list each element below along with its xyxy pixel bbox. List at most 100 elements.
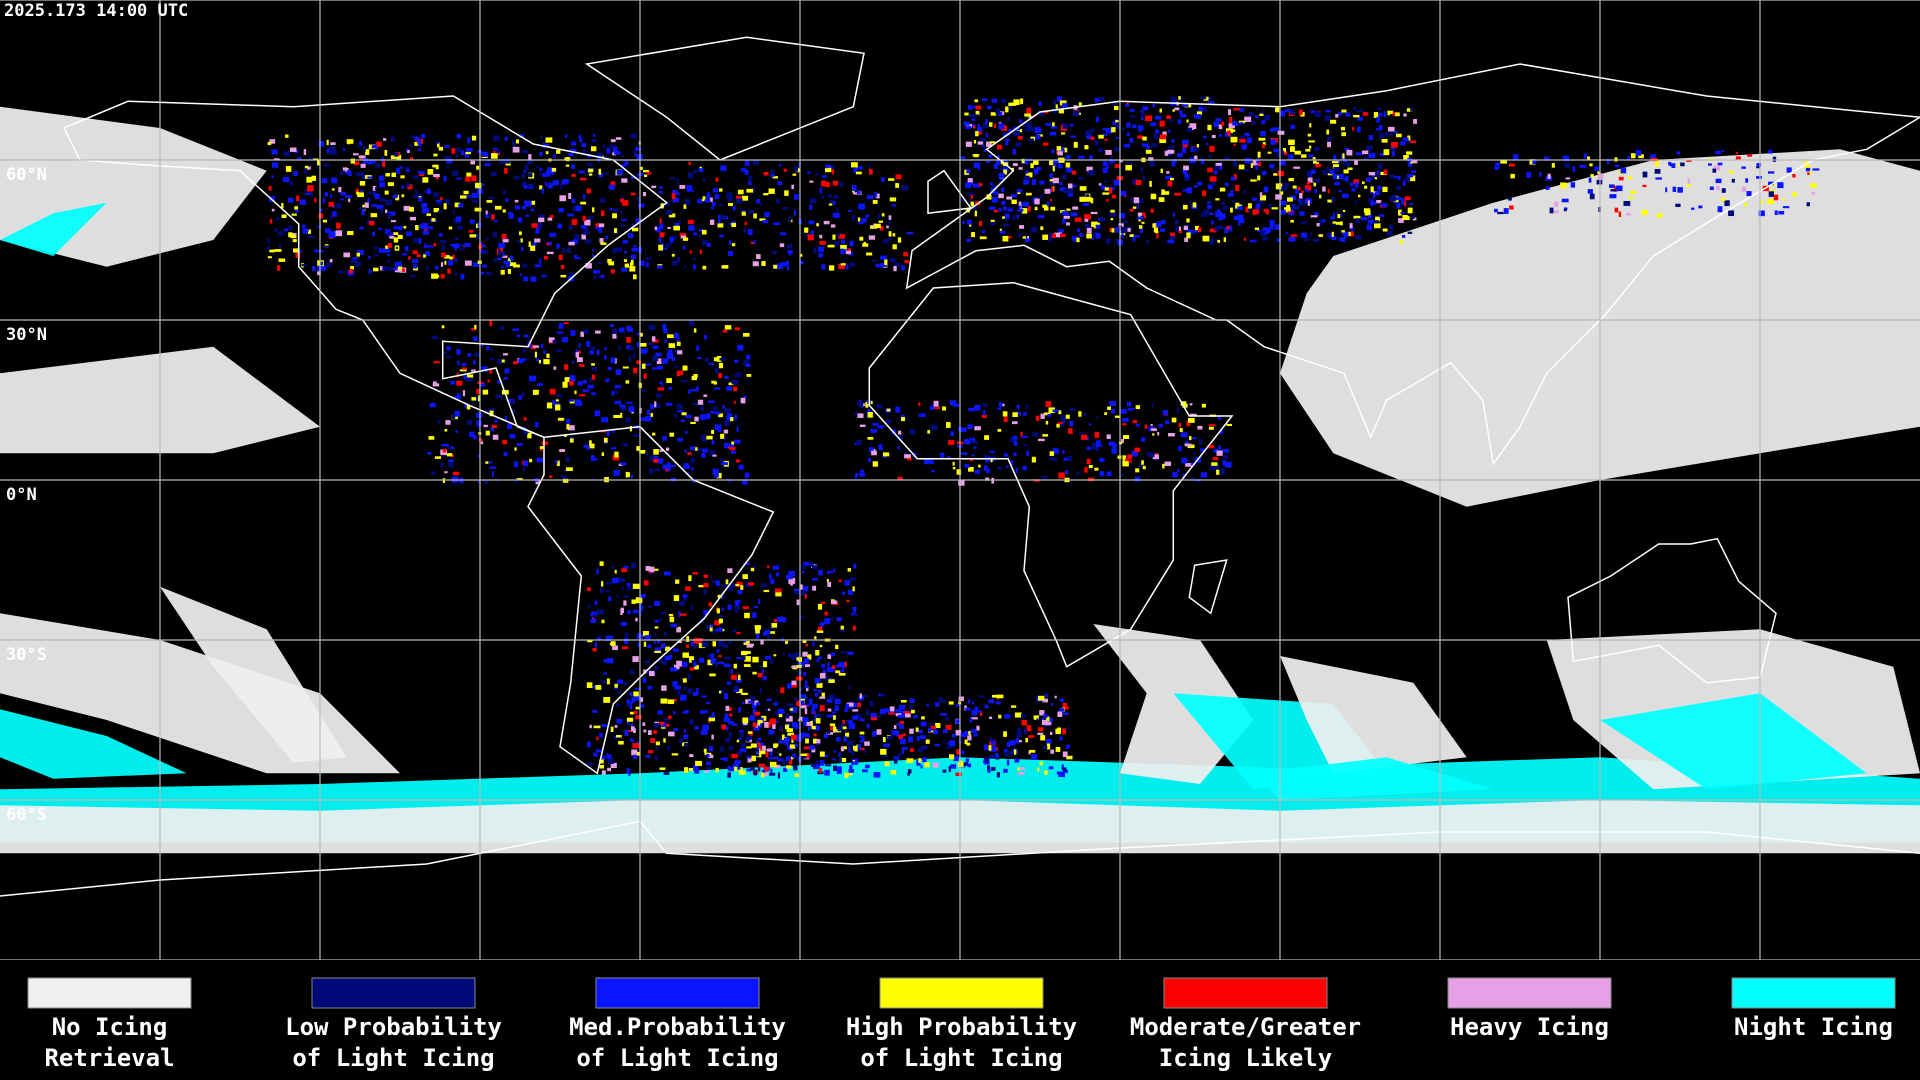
icing-speck xyxy=(645,451,649,455)
icing-speck xyxy=(595,152,603,156)
icing-speck xyxy=(961,197,964,202)
icing-speck xyxy=(892,244,897,250)
icing-speck xyxy=(779,737,782,741)
icing-speck xyxy=(828,194,833,198)
icing-speck xyxy=(653,449,659,455)
icing-speck xyxy=(1111,228,1115,233)
icing-speck xyxy=(652,345,659,350)
icing-speck xyxy=(1185,463,1192,467)
icing-speck xyxy=(918,402,921,406)
icing-speck xyxy=(1146,239,1149,244)
icing-speck xyxy=(726,681,731,685)
icing-speck xyxy=(743,227,747,234)
icing-speck xyxy=(1129,115,1136,118)
icing-speck xyxy=(417,140,422,147)
icing-speck xyxy=(1221,121,1225,126)
icing-speck xyxy=(357,250,364,256)
icing-speck xyxy=(378,248,385,253)
icing-speck xyxy=(691,375,697,381)
icing-speck xyxy=(626,345,632,350)
icing-speck xyxy=(724,408,732,413)
icing-speck xyxy=(880,709,887,715)
icing-speck xyxy=(624,263,629,268)
icing-speck xyxy=(834,240,840,247)
icing-speck xyxy=(857,702,861,708)
icing-speck xyxy=(1013,440,1018,447)
icing-speck xyxy=(572,239,578,245)
icing-speck xyxy=(780,616,784,622)
icing-speck xyxy=(553,154,556,159)
icing-speck xyxy=(598,172,604,178)
icing-speck xyxy=(1255,203,1261,209)
icing-speck xyxy=(775,591,782,597)
icing-speck xyxy=(657,640,661,644)
icing-speck xyxy=(746,354,751,360)
icing-speck xyxy=(775,689,778,692)
icing-speck xyxy=(482,264,487,268)
icing-speck xyxy=(1757,163,1762,167)
icing-speck xyxy=(844,729,847,733)
icing-speck xyxy=(1804,161,1809,164)
icing-speck xyxy=(614,385,622,389)
icing-speck xyxy=(454,411,460,417)
icing-speck xyxy=(1340,214,1343,218)
icing-speck xyxy=(648,730,652,735)
icing-speck xyxy=(804,708,808,715)
icing-speck xyxy=(973,162,981,168)
legend-label: Low Probability xyxy=(285,1013,502,1041)
icing-speck xyxy=(687,389,691,394)
icing-speck xyxy=(1134,447,1141,453)
icing-speck xyxy=(1391,150,1395,157)
icing-speck xyxy=(502,190,507,195)
icing-speck xyxy=(659,449,664,452)
icing-speck xyxy=(588,603,591,609)
icing-speck xyxy=(1409,203,1413,206)
icing-speck xyxy=(1166,171,1170,174)
icing-speck xyxy=(493,135,500,142)
icing-speck xyxy=(393,232,399,236)
icing-speck xyxy=(1170,232,1176,237)
icing-speck xyxy=(642,192,647,197)
icing-speck xyxy=(379,182,386,188)
icing-speck xyxy=(805,722,812,726)
icing-speck xyxy=(467,353,472,357)
icing-speck xyxy=(1168,129,1171,134)
icing-speck xyxy=(1222,460,1227,466)
icing-speck xyxy=(978,167,981,171)
icing-speck xyxy=(702,265,707,270)
icing-speck xyxy=(1709,186,1714,191)
icing-speck xyxy=(526,184,534,187)
icing-speck xyxy=(591,146,597,152)
icing-speck xyxy=(595,330,601,334)
icing-speck xyxy=(1094,467,1099,471)
icing-speck xyxy=(589,724,592,729)
icing-speck xyxy=(897,237,902,243)
icing-speck xyxy=(1059,708,1065,712)
icing-speck xyxy=(769,761,777,768)
icing-speck xyxy=(1205,142,1209,145)
icing-speck xyxy=(431,336,439,340)
icing-speck xyxy=(471,135,477,141)
icing-speck xyxy=(707,400,715,403)
icing-speck xyxy=(743,664,751,667)
icing-speck xyxy=(385,229,391,234)
icing-speck xyxy=(825,764,832,767)
icing-speck xyxy=(811,707,816,714)
icing-speck xyxy=(486,345,490,351)
icing-speck xyxy=(616,170,623,175)
icing-speck xyxy=(787,653,795,658)
icing-speck xyxy=(1055,728,1061,735)
icing-speck xyxy=(870,713,877,719)
icing-speck xyxy=(326,139,329,146)
icing-speck xyxy=(1148,157,1154,161)
icing-speck xyxy=(1283,183,1290,186)
icing-speck xyxy=(612,213,617,219)
icing-speck xyxy=(889,258,896,263)
icing-speck xyxy=(805,680,808,686)
icing-speck xyxy=(888,231,892,237)
legend-label: Med.Probability xyxy=(569,1013,786,1041)
icing-speck xyxy=(1213,121,1219,128)
icing-speck xyxy=(921,716,925,720)
icing-speck xyxy=(695,447,698,451)
icing-speck xyxy=(1497,211,1504,215)
